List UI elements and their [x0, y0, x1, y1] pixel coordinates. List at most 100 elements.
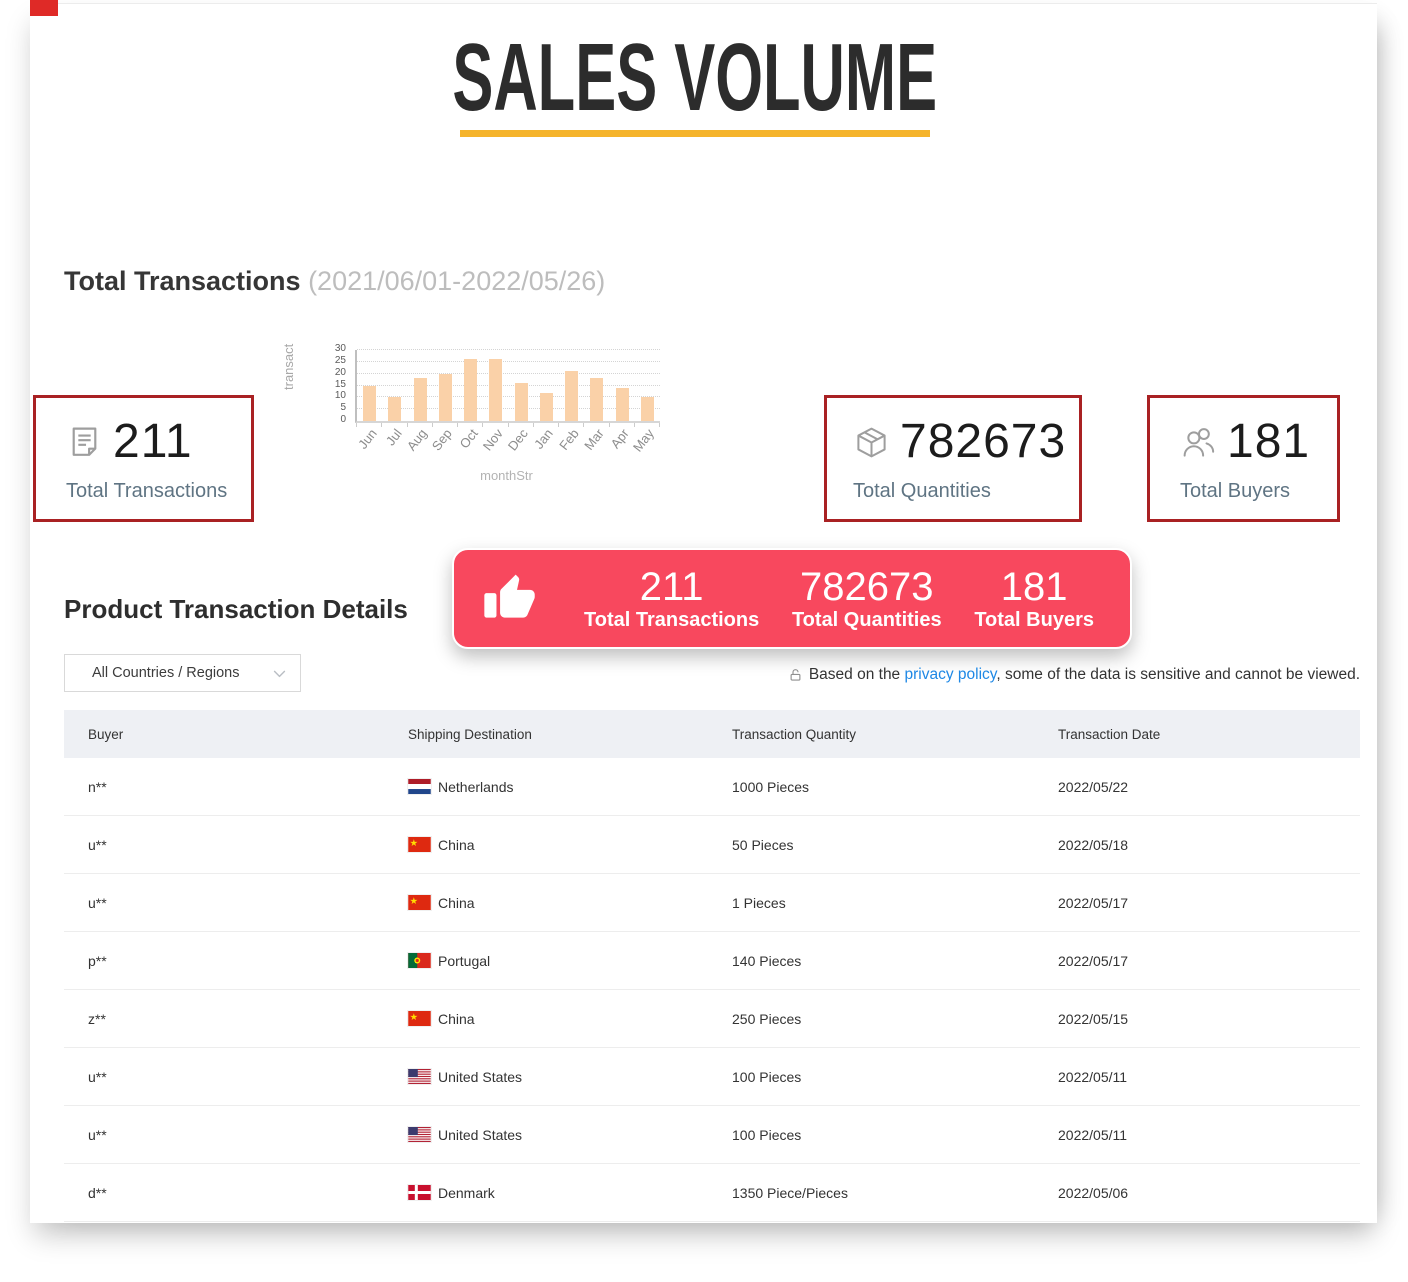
date-cell: 2022/05/11 — [1058, 1068, 1128, 1085]
banner-stat-total-transactions: 211 Total Transactions — [578, 566, 765, 632]
quantity-cell: 1000 Pieces — [732, 778, 810, 795]
shipping-destination-cell: United States — [384, 1069, 708, 1085]
banner-label: Total Quantities — [791, 608, 942, 631]
svg-text:★: ★ — [410, 838, 418, 848]
x-tick-label: May — [630, 426, 658, 455]
shipping-destination-cell: ★ China — [384, 1011, 708, 1027]
country-filter-dropdown[interactable]: All Countries / Regions — [64, 654, 301, 692]
chart-bar-Jun — [363, 385, 377, 421]
date-cell: 2022/05/15 — [1058, 1010, 1129, 1027]
total-transactions-heading: Total Transactions (2021/06/01-2022/05/2… — [64, 266, 605, 297]
y-tick-label: 25 — [334, 354, 346, 366]
flag-icon-nl — [408, 779, 431, 794]
chart-bar-Jul — [388, 397, 402, 421]
quantity-cell: 100 Pieces — [732, 1068, 802, 1085]
summary-banner: 211 Total Transactions 782673 Total Quan… — [452, 548, 1132, 649]
country-name: Portugal — [438, 952, 491, 969]
y-tick-label: 20 — [334, 366, 346, 378]
table-row: u** United States 100 Pieces 2022/05/11 — [64, 1106, 1360, 1164]
document-icon — [66, 424, 103, 461]
shipping-destination-cell: United States — [384, 1127, 708, 1143]
flag-icon-pt — [408, 953, 431, 968]
country-name: Denmark — [438, 1184, 495, 1201]
banner-label: Total Buyers — [974, 608, 1094, 631]
buyer-cell: p** — [88, 952, 107, 969]
chart-bar-Feb — [565, 371, 579, 421]
table-row: u** United States 100 Pieces 2022/05/11 — [64, 1048, 1360, 1106]
x-tick-label: Nov — [479, 426, 506, 454]
quantity-cell: 1350 Piece/Pieces — [732, 1184, 848, 1201]
table-header-row: Buyer Shipping Destination Transaction Q… — [64, 710, 1360, 758]
package-icon — [853, 424, 890, 461]
country-name: China — [438, 894, 475, 911]
banner-value: 211 — [639, 564, 704, 609]
stat-box-total-buyers: 181 Total Buyers — [1147, 395, 1340, 522]
date-cell: 2022/05/18 — [1058, 836, 1129, 853]
y-tick-label: 5 — [340, 402, 346, 414]
stat-label: Total Buyers — [1180, 480, 1291, 502]
date-cell: 2022/05/17 — [1058, 952, 1129, 969]
product-transaction-details-heading: Product Transaction Details — [64, 594, 408, 624]
date-range: (2021/06/01-2022/05/26) — [308, 266, 606, 296]
banner-label: Total Transactions — [584, 608, 760, 631]
column-header-shipping-destination: Shipping Destination — [408, 726, 532, 742]
x-tick-label: Jun — [354, 426, 380, 452]
svg-text:★: ★ — [410, 896, 418, 906]
chart-bar-Aug — [413, 378, 427, 421]
x-axis-label: monthStr — [480, 468, 533, 483]
table-row: n** Netherlands 1000 Pieces 2022/05/22 — [64, 758, 1360, 816]
chart-bar-Oct — [464, 359, 478, 421]
date-cell: 2022/05/11 — [1058, 1126, 1128, 1143]
x-tick-label: Jan — [531, 426, 557, 452]
stat-value: 211 — [113, 415, 193, 468]
chart-bar-Dec — [514, 383, 528, 421]
x-tick-label: Aug — [403, 426, 430, 454]
x-axis-ticks: Jun Jul Aug Sep Oct Nov Dec Jan Feb Mar Apr May — [355, 424, 658, 472]
x-tick-label: Feb — [555, 426, 582, 453]
banner-stat-total-buyers: 181 Total Buyers — [968, 566, 1100, 632]
shipping-destination-cell: Netherlands — [384, 779, 708, 795]
column-header-transaction-quantity: Transaction Quantity — [732, 726, 857, 742]
stat-box-total-quantities: 782673 Total Quantities — [824, 395, 1082, 522]
country-name: United States — [438, 1126, 523, 1143]
stat-label: Total Quantities — [853, 480, 991, 502]
shipping-destination-cell: ★ China — [384, 837, 708, 853]
shipping-destination-cell: ★ China — [384, 895, 708, 911]
banner-stat-total-quantities: 782673 Total Quantities — [786, 566, 948, 632]
privacy-policy-link[interactable]: privacy policy — [904, 666, 997, 683]
date-cell: 2022/05/06 — [1058, 1184, 1129, 1201]
y-axis-label: transact — [281, 343, 296, 390]
column-header-transaction-date: Transaction Date — [1058, 726, 1161, 742]
flag-icon-dk — [408, 1185, 431, 1200]
x-tick-label: Oct — [456, 426, 481, 452]
transactions-bar-chart: transact 0 5 10 15 20 25 30 Jun Jul Aug Sep Oct Nov… — [280, 320, 700, 498]
x-tick-label: Mar — [581, 426, 607, 453]
flag-icon-us — [408, 1127, 431, 1142]
chart-bar-Apr — [615, 387, 629, 421]
banner-stats: 211 Total Transactions 782673 Total Quan… — [578, 566, 1100, 632]
shipping-destination-cell: Portugal — [384, 953, 708, 969]
table-row: p** Portugal 140 Pieces 2022/05/17 — [64, 932, 1360, 990]
red-corner-marker — [30, 0, 58, 16]
x-tick-label: Jul — [382, 426, 405, 449]
privacy-text-suffix: , some of the data is sensitive and cann… — [996, 666, 1360, 683]
y-axis-ticks: 0 5 10 15 20 25 30 — [316, 344, 352, 425]
chart-bar-Mar — [590, 378, 604, 421]
x-tick-label: Dec — [504, 426, 531, 454]
table-body: n** Netherlands 1000 Pieces 2022/05/22 u** ★ C… — [64, 758, 1360, 1222]
buyer-cell: u** — [88, 836, 107, 853]
chevron-down-icon — [271, 665, 288, 682]
table-row: u** ★ China 1 Pieces 2022/05/17 — [64, 874, 1360, 932]
banner-value: 782673 — [800, 564, 934, 609]
buyer-cell: u** — [88, 1068, 107, 1085]
country-filter-selected: All Countries / Regions — [92, 665, 240, 681]
y-tick-label: 10 — [334, 390, 346, 402]
title-underline — [460, 130, 930, 137]
buyers-icon — [1180, 424, 1217, 461]
country-name: Netherlands — [438, 778, 514, 795]
stat-value: 782673 — [900, 415, 1067, 468]
stat-label: Total Transactions — [66, 480, 228, 502]
flag-icon-cn: ★ — [408, 837, 431, 852]
buyer-cell: u** — [88, 894, 107, 911]
page-title: SALES VOLUME — [452, 24, 938, 131]
